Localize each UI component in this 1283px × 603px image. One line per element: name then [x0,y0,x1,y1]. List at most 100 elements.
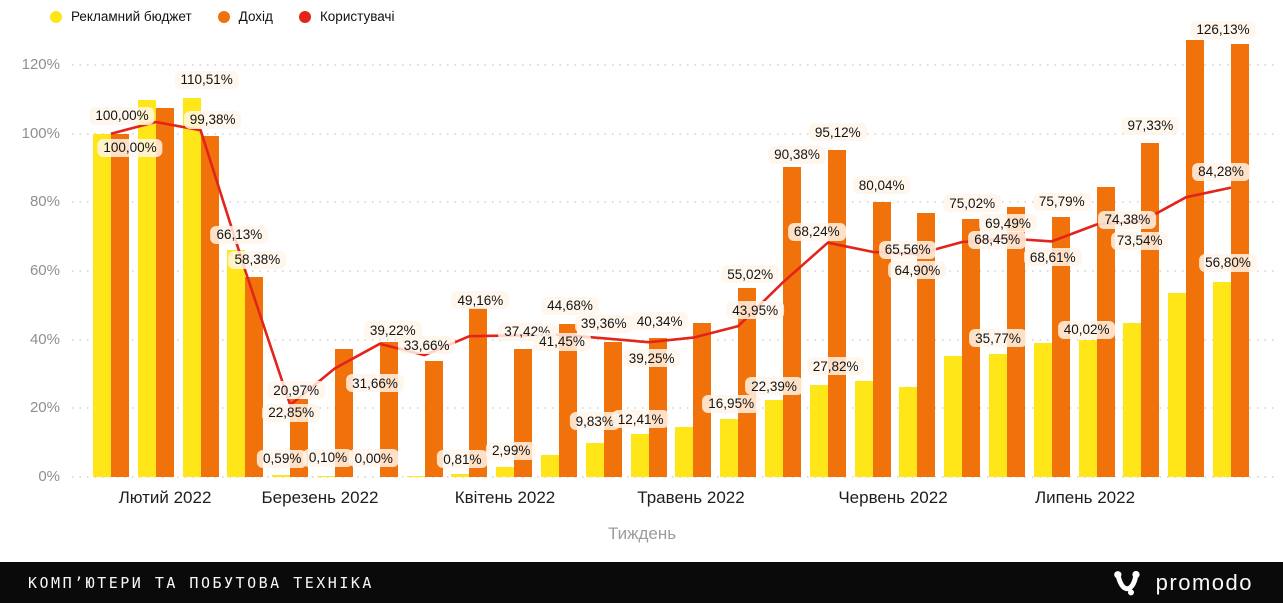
bar-budget[interactable] [1123,322,1142,477]
bar-budget[interactable] [541,455,559,477]
data-label-revenue: 75,79% [1032,192,1091,211]
bar-budget[interactable] [765,400,783,477]
data-label-revenue: 44,68% [541,296,599,315]
month-label: Березень 2022 [261,488,379,507]
data-label-revenue: 90,38% [768,145,826,164]
bar-budget[interactable] [182,97,201,477]
bar-budget[interactable] [675,426,694,477]
data-label-budget: 110,51% [174,70,239,89]
bar-budget[interactable] [1033,343,1052,477]
data-label-users: 68,45% [968,230,1027,249]
y-tick-label: 20% [29,399,60,417]
data-label-revenue: 33,66% [397,336,456,355]
bar-budget[interactable] [809,384,828,477]
data-label-revenue: 40,34% [630,312,689,331]
category-title: КОМП’ЮТЕРИ ТА ПОБУТОВА ТЕХНІКА [28,573,374,592]
gridline-60% [72,270,1276,272]
bar-revenue[interactable] [1141,142,1160,477]
bar-budget[interactable] [899,386,918,477]
bar-budget[interactable] [720,418,739,477]
legend-label: Користувачі [319,9,395,24]
data-label-revenue: 39,36% [574,314,633,333]
data-label-users: 64,90% [888,261,947,280]
bar-revenue[interactable] [827,150,846,477]
month-label: Липень 2022 [1034,488,1136,507]
bar-budget[interactable] [227,249,246,477]
data-label-users: 84,28% [1192,162,1250,181]
gridline-120% [72,64,1276,66]
data-label-users: 69,49% [979,214,1037,233]
bar-revenue[interactable] [245,276,264,477]
gridline-0% [72,476,1276,478]
data-label-budget: 2,99% [486,441,537,460]
y-tick-label: 80% [29,193,60,211]
data-label-budget: 0,00% [348,449,399,467]
promodo-mark-icon [1113,570,1140,595]
data-label-users: 74,38% [1098,210,1157,229]
bar-budget[interactable] [451,474,470,477]
bar-budget[interactable] [406,475,425,477]
legend-item-revenue[interactable]: Дохід [217,9,273,24]
data-label-revenue: 97,33% [1121,116,1180,135]
legend-label: Рекламний бюджет [71,9,192,24]
data-label-revenue: 100,00% [97,138,163,157]
y-tick-label: 60% [29,262,60,279]
bar-revenue[interactable] [783,166,801,477]
gridline-20% [72,407,1276,410]
bar-budget[interactable] [989,354,1007,477]
y-tick-label: 120% [21,56,60,73]
footer-bar: КОМП’ЮТЕРИ ТА ПОБУТОВА ТЕХНІКА promodo [0,562,1283,603]
data-label-users: 39,25% [622,349,681,368]
data-label-revenue: 95,12% [808,123,867,142]
bar-budget[interactable] [585,443,604,477]
promodo-logo: promodo [1112,568,1253,598]
data-label-users: 68,24% [787,222,846,241]
data-label-users: 100,00% [89,106,155,125]
bar-revenue[interactable] [200,135,219,477]
bar-revenue[interactable] [111,133,129,477]
bar-budget[interactable] [1213,281,1231,477]
data-label-budget: 0,81% [437,450,488,469]
bar-revenue[interactable] [962,219,981,477]
bar-budget[interactable] [944,356,963,477]
data-label-budget: 27,82% [806,357,865,376]
data-label-revenue: 22,85% [262,403,321,422]
bar-budget[interactable] [93,133,111,477]
data-label-budget: 0,59% [257,449,308,468]
bar-revenue[interactable] [155,107,174,477]
bar-budget[interactable] [496,466,515,477]
data-label-budget: 40,02% [1057,320,1116,339]
bar-budget[interactable] [1168,293,1187,477]
bar-budget[interactable] [854,381,873,477]
bar-budget[interactable] [272,474,291,477]
data-label-budget: 0,10% [302,448,354,467]
data-label-revenue: 55,02% [721,265,780,284]
bar-budget[interactable] [630,434,649,477]
legend-item-budget[interactable]: Рекламний бюджет [50,9,192,24]
data-label-budget: 12,41% [611,410,670,429]
data-label-budget: 9,83% [569,412,620,431]
data-label-users: 73,54% [1110,231,1169,250]
budget-legend-dot-icon [50,10,62,23]
data-label-users: 65,56% [878,240,937,259]
data-label-users: 20,97% [267,381,326,399]
data-label-revenue: 80,04% [852,176,911,195]
combo-chart: Рекламний бюджет Дохід Користувачі 0% 20% 40… [21,9,1276,543]
legend-item-users[interactable]: Користувачі [298,9,395,24]
data-label-revenue: 49,16% [451,291,510,310]
bar-budget[interactable] [1078,339,1097,477]
data-label-budget: 66,13% [210,225,269,244]
data-label-users: 31,66% [346,374,404,393]
bar-budget[interactable] [317,476,335,477]
legend-label: Дохід [238,9,273,24]
promodo-wordmark: promodo [1155,569,1253,595]
legend: Рекламний бюджет Дохід Користувачі [50,9,394,24]
gridline-80% [72,201,1276,204]
data-label-revenue: 99,38% [183,110,242,129]
y-tick-label: 100% [21,124,60,142]
data-label-budget: 35,77% [969,329,1027,348]
data-label-users: 68,61% [1023,248,1082,267]
data-label-revenue: 126,13% [1190,20,1256,39]
data-label-budget: 22,39% [745,377,803,396]
